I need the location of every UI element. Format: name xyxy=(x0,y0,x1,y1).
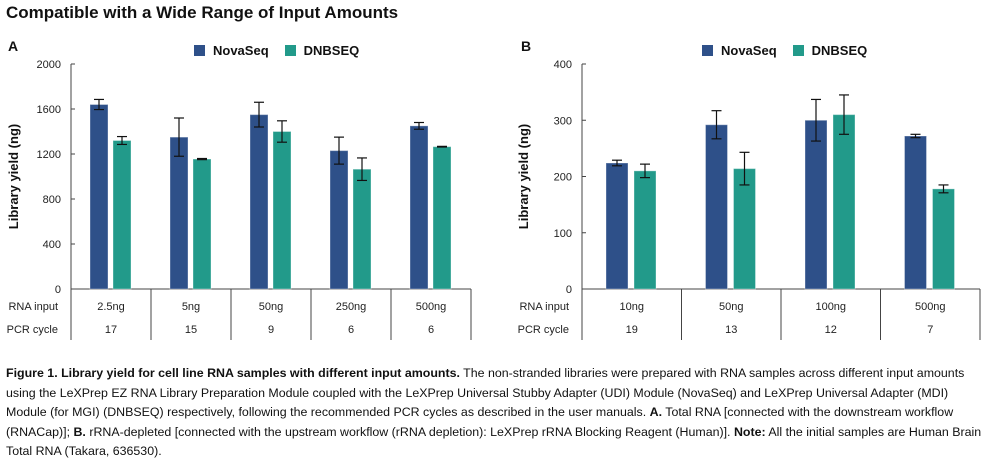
category-label: 500ng xyxy=(915,301,946,313)
panel-label-b: B xyxy=(521,38,532,54)
row-label-pcr-cycle: PCR cycle xyxy=(518,324,569,336)
y-axis-label: Library yield (ng) xyxy=(516,124,531,229)
pcr-cycle-value: 6 xyxy=(348,324,354,336)
caption-figure-title: Figure 1. Library yield for cell line RN… xyxy=(6,366,460,380)
legend-item-dnbseq: DNBSEQ xyxy=(284,43,360,58)
legend-item-dnbseq: DNBSEQ xyxy=(792,43,868,58)
category-label: 10ng xyxy=(620,301,644,313)
category-label: 50ng xyxy=(259,301,283,313)
pcr-cycle-value: 12 xyxy=(825,324,837,336)
pcr-cycle-value: 19 xyxy=(626,324,638,336)
legend-swatch-dnbseq xyxy=(792,45,804,56)
legend-label-novaseq: NovaSeq xyxy=(213,43,269,58)
y-tick-label: 0 xyxy=(566,284,572,296)
pcr-cycle-value: 15 xyxy=(185,324,197,336)
bar-dnbseq xyxy=(832,114,856,290)
y-tick-label: 200 xyxy=(554,172,572,184)
pcr-cycle-value: 17 xyxy=(105,324,117,336)
category-label: 5ng xyxy=(182,301,200,313)
row-label-rna-input: RNA input xyxy=(8,301,58,313)
bar-novaseq xyxy=(605,162,629,290)
bar-novaseq xyxy=(705,124,728,290)
bar-novaseq xyxy=(904,135,927,290)
caption-text-4: All the initial samples are Human Brain … xyxy=(6,424,982,459)
legend-label-dnbseq: DNBSEQ xyxy=(811,43,868,58)
caption-note-label: Note: xyxy=(733,424,766,439)
category-label: 500ng xyxy=(416,301,447,313)
legend-label-novaseq: NovaSeq xyxy=(721,43,777,58)
y-tick-label: 100 xyxy=(554,228,572,240)
legend-swatch-dnbseq xyxy=(284,45,296,56)
y-tick-label: 1200 xyxy=(37,149,61,161)
row-label-rna-input: RNA input xyxy=(519,301,569,313)
y-tick-label: 300 xyxy=(554,115,572,127)
chart-b: 0 100 200 300 400 Library yield (ng) RNA input… xyxy=(516,59,981,340)
caption-a-label: A. xyxy=(649,405,663,420)
caption-b-label: B. xyxy=(73,424,86,439)
category-label: 50ng xyxy=(719,301,743,313)
legend-swatch-novaseq xyxy=(194,45,205,56)
legend-label-dnbseq: DNBSEQ xyxy=(303,43,360,58)
row-label-pcr-cycle: PCR cycle xyxy=(7,324,58,336)
pcr-cycle-value: 6 xyxy=(428,324,434,336)
chart-a: 0 400 800 1200 1600 2000 Library yield (ng) RNA… xyxy=(6,59,472,340)
legend-swatch-novaseq xyxy=(702,45,713,56)
y-tick-label: 800 xyxy=(43,194,61,206)
pcr-cycle-value: 7 xyxy=(927,324,933,336)
category-label: 100ng xyxy=(815,301,846,313)
caption-text-2: Total RNA [connected with the downstream… xyxy=(6,405,954,439)
y-tick-label: 1600 xyxy=(37,104,61,116)
y-tick-label: 400 xyxy=(43,239,61,251)
category-label: 250ng xyxy=(336,301,367,313)
y-tick-label: 400 xyxy=(554,59,572,71)
bar-dnbseq xyxy=(633,170,657,290)
pcr-cycle-value: 9 xyxy=(268,324,274,336)
legend-a: NovaSeq DNBSEQ xyxy=(194,43,375,58)
category-label: 2.5ng xyxy=(97,301,125,313)
legend-b: NovaSeq DNBSEQ xyxy=(702,43,883,58)
y-tick-label: 0 xyxy=(55,284,61,296)
page-title: Compatible with a Wide Range of Input Am… xyxy=(6,3,399,22)
bar-dnbseq xyxy=(733,168,756,290)
y-tick-label: 2000 xyxy=(37,59,61,71)
panel-label-a: A xyxy=(8,38,19,54)
bar-dnbseq xyxy=(932,188,955,290)
legend-item-novaseq: NovaSeq xyxy=(702,43,777,58)
bar-novaseq xyxy=(804,119,828,290)
caption-text-3: rRNA-depleted [connected with the upstre… xyxy=(85,424,734,439)
legend-item-novaseq: NovaSeq xyxy=(194,43,269,58)
pcr-cycle-value: 13 xyxy=(725,324,737,336)
figure-caption: Figure 1. Library yield for cell line RN… xyxy=(6,364,991,462)
caption-text-1: The non-stranded libraries were prepared… xyxy=(6,366,965,420)
y-axis-label: Library yield (ng) xyxy=(6,124,21,229)
